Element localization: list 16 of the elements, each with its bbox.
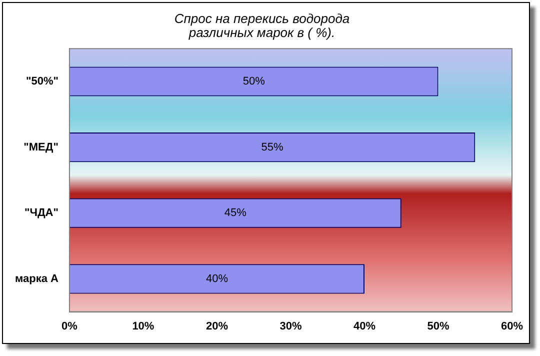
x-tick-label: 50% <box>427 320 450 332</box>
data-label: 40% <box>206 272 228 285</box>
data-label: 55% <box>261 141 284 154</box>
y-tick-label: "ЧДА" <box>24 207 58 220</box>
x-tick-label: 0% <box>62 320 78 332</box>
x-tick-label: 20% <box>206 320 228 332</box>
data-label: 50% <box>242 76 266 88</box>
chart-title: Спрос на перекись водорода различных марок в ( %). <box>174 10 350 40</box>
x-tick-label: 30% <box>280 320 302 332</box>
x-tick-label: 60% <box>500 320 524 332</box>
x-tick-label: 40% <box>353 320 376 332</box>
data-label: 45% <box>224 207 247 220</box>
x-tick-label: 10% <box>132 320 154 332</box>
y-tick-label: "50%" <box>26 76 58 88</box>
y-tick-label: "МЕД" <box>24 141 58 154</box>
y-tick-label: марка А <box>15 272 59 285</box>
